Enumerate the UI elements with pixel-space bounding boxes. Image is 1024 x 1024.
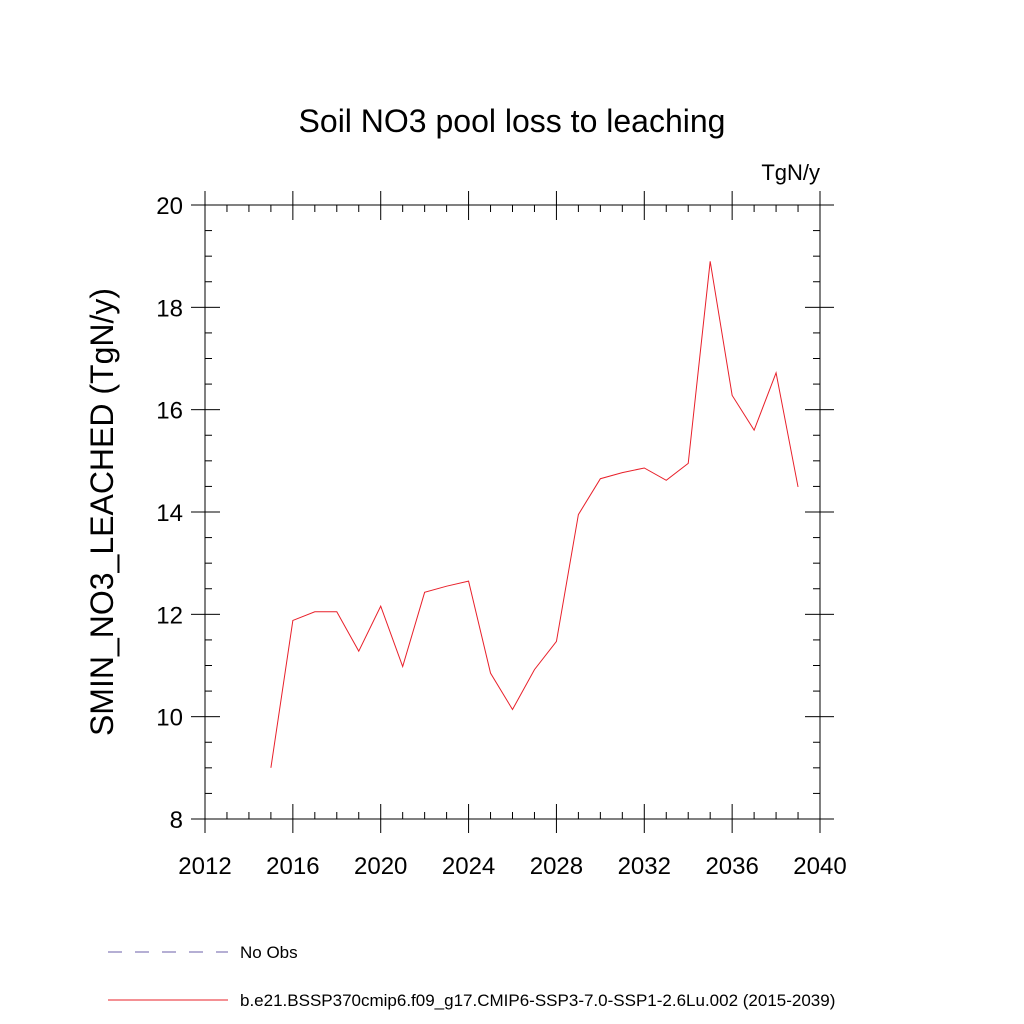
legend-label: b.e21.BSSP370cmip6.f09_g17.CMIP6-SSP3-7.…	[240, 991, 835, 1010]
x-tick-label: 2028	[530, 853, 583, 880]
x-tick-label: 2012	[178, 853, 231, 880]
series-group	[270, 261, 799, 768]
x-tick-label: 2032	[618, 853, 671, 880]
chart-title: Soil NO3 pool loss to leaching	[299, 103, 726, 139]
y-tick-label: 20	[156, 193, 183, 220]
plot-frame	[204, 204, 821, 820]
legend: No Obs b.e21.BSSP370cmip6.f09_g17.CMIP6-S…	[108, 943, 835, 1010]
y-tick-label: 10	[156, 705, 183, 732]
units-label: TgN/y	[761, 160, 820, 185]
x-tick-label: 2020	[354, 853, 407, 880]
y-tick-label: 12	[156, 602, 183, 629]
y-tick-label: 8	[170, 807, 183, 834]
x-tick-label: 2036	[705, 853, 758, 880]
y-axis-label: SMIN_NO3_LEACHED (TgN/y)	[84, 288, 120, 736]
x-tick-label: 2040	[793, 853, 846, 880]
x-tick-label: 2024	[442, 853, 495, 880]
y-tick-label: 18	[156, 295, 183, 322]
legend-label: No Obs	[240, 943, 298, 962]
axes: 2012 2016 2020 2024 2028 2032 2036 204081012141…	[156, 191, 847, 880]
x-tick-label: 2016	[266, 853, 319, 880]
y-tick-label: 16	[156, 398, 183, 425]
series-line	[270, 261, 799, 768]
y-tick-label: 14	[156, 500, 183, 527]
